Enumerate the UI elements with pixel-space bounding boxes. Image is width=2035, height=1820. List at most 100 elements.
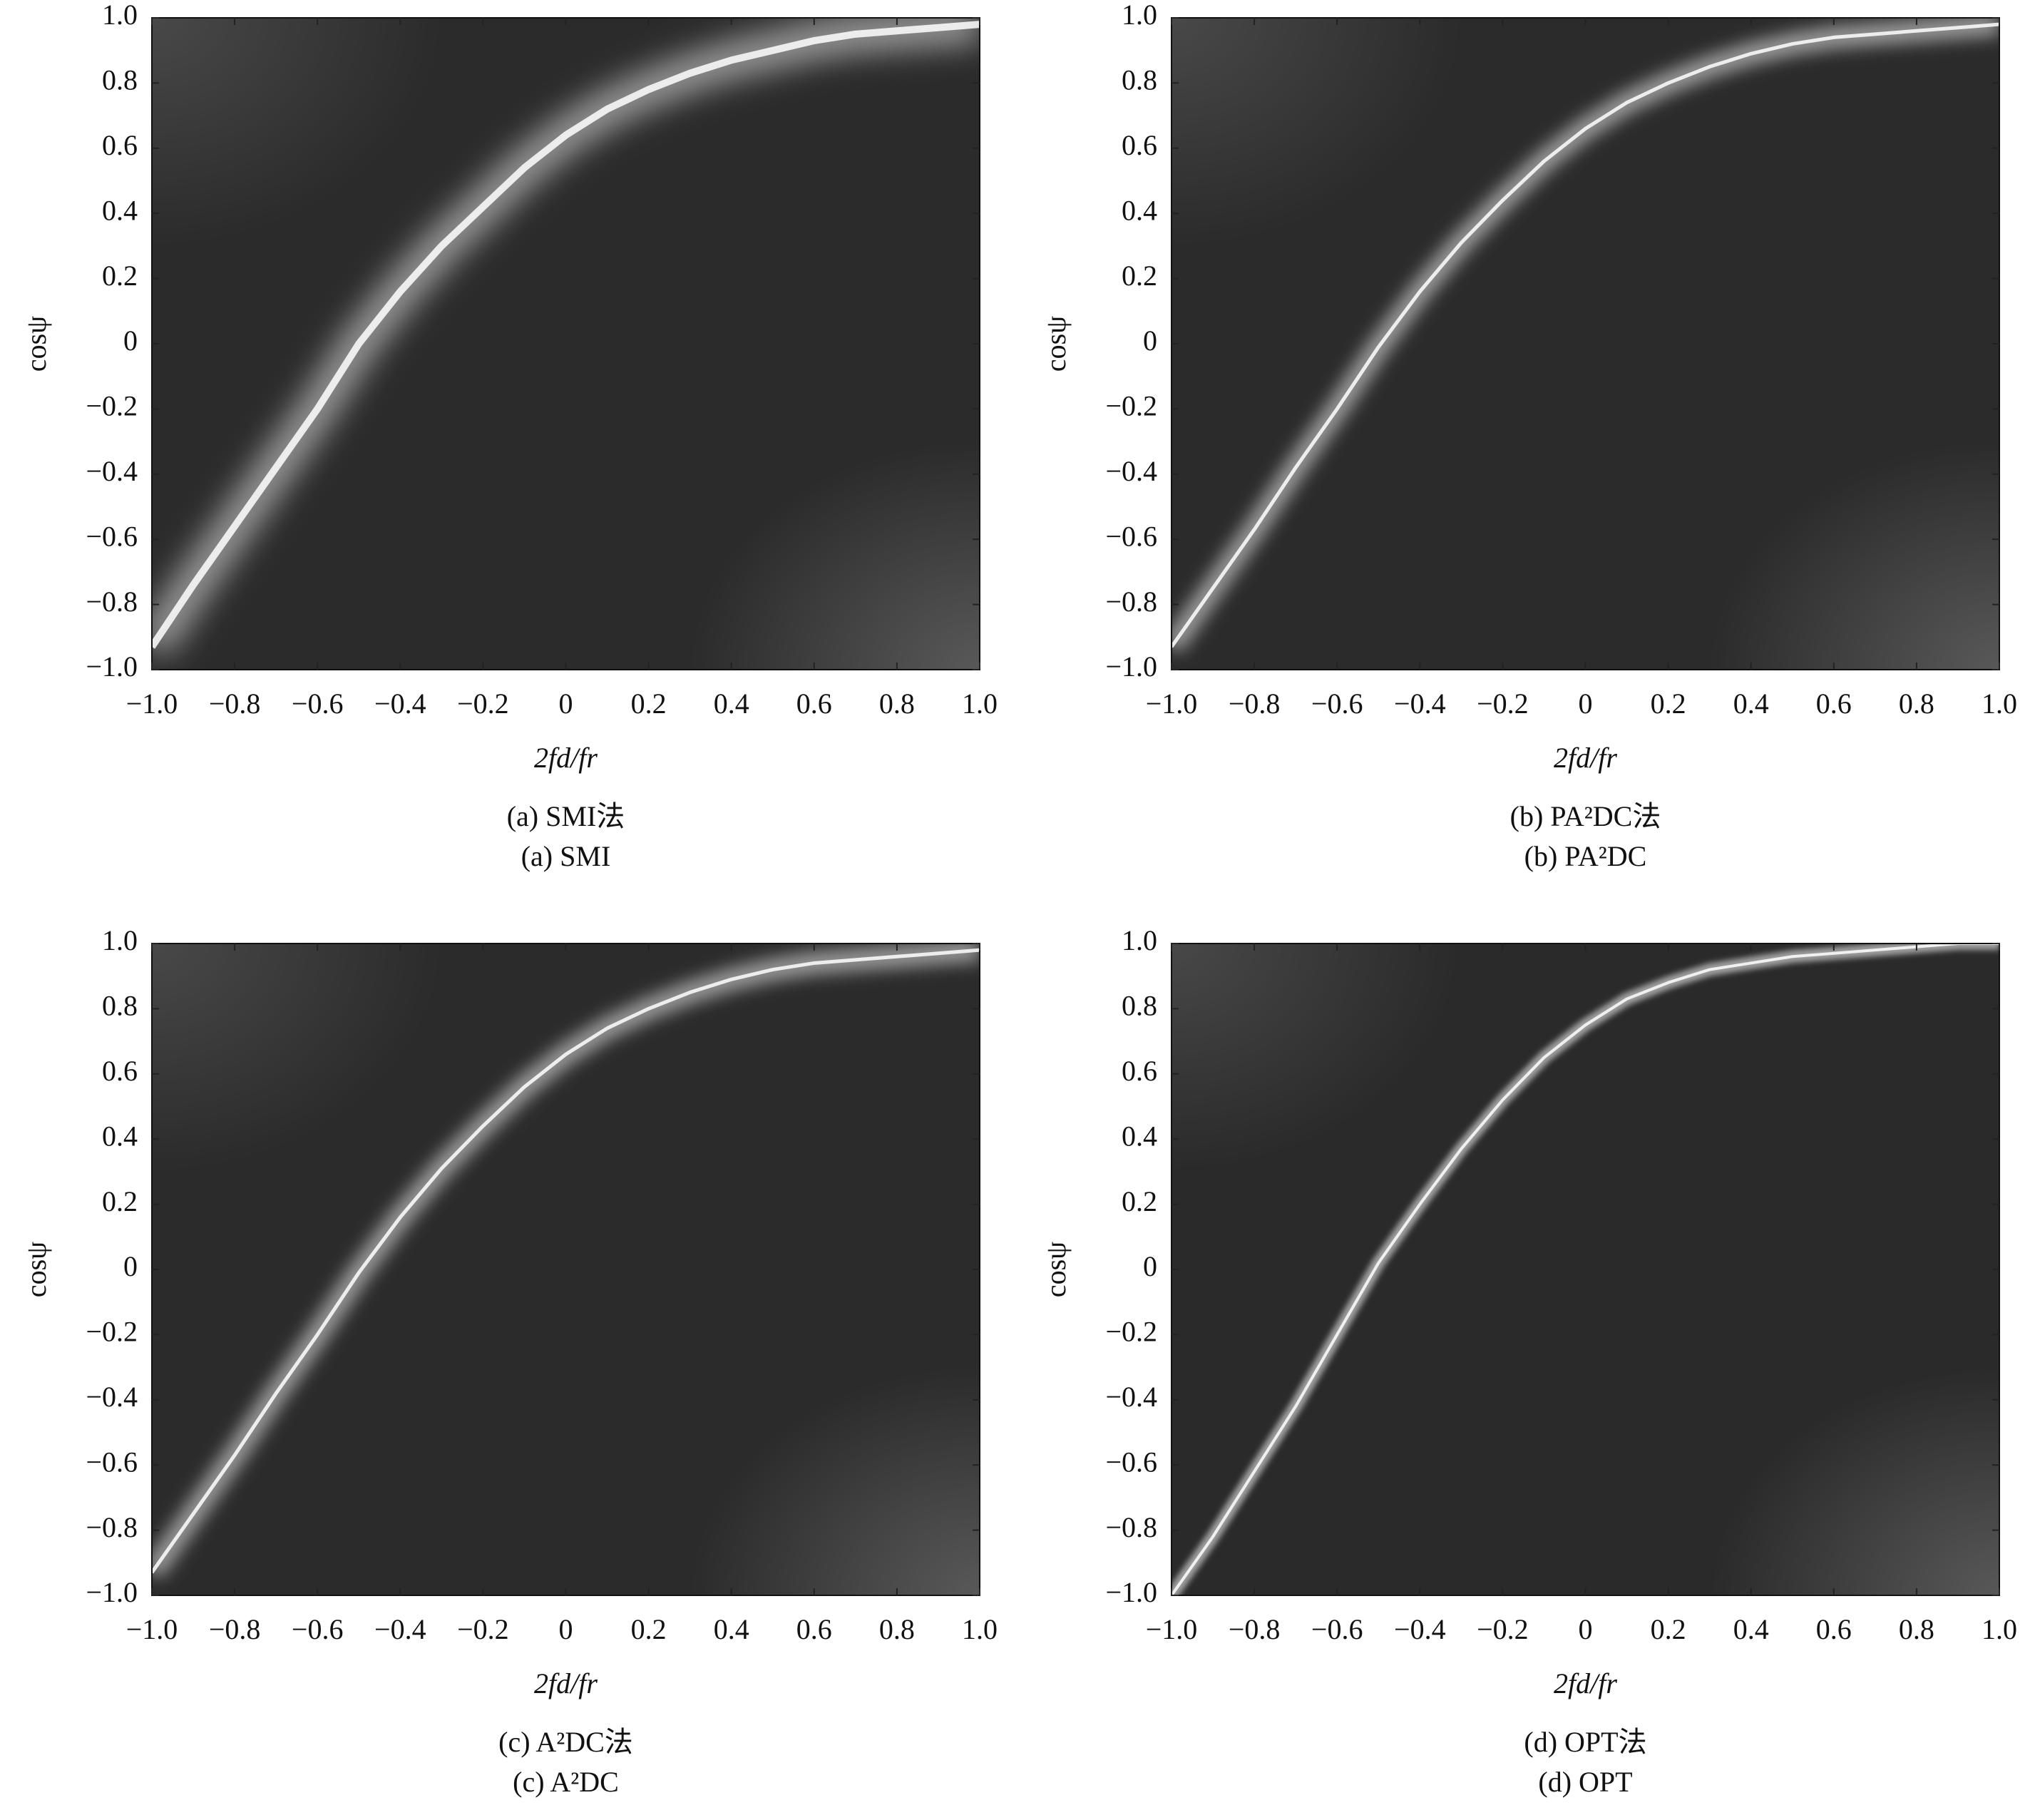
y-tick-label: 0.4 bbox=[1122, 194, 1157, 226]
x-tick-label: −1.0 bbox=[1146, 1613, 1198, 1645]
ridge-line bbox=[1172, 944, 1999, 1595]
y-tick-label: −1.0 bbox=[86, 650, 138, 682]
y-tick-label: −0.6 bbox=[86, 1446, 138, 1478]
x-tick-label: 0.6 bbox=[1816, 687, 1852, 720]
x-tick-label: 1.0 bbox=[962, 687, 998, 720]
y-tick-label: 0.2 bbox=[1122, 260, 1157, 292]
y-tick-label: 0.4 bbox=[1122, 1120, 1157, 1152]
y-tick-label: −1.0 bbox=[1105, 650, 1157, 682]
x-axis-label: 2fd/fr bbox=[534, 742, 598, 774]
y-tick-label: −0.8 bbox=[1105, 1511, 1157, 1543]
y-tick-label: 1.0 bbox=[102, 924, 138, 956]
y-tick-label: −0.4 bbox=[1105, 455, 1157, 487]
y-tick-label: 0.8 bbox=[102, 990, 138, 1022]
y-tick-label: −0.8 bbox=[1105, 586, 1157, 618]
x-tick-label: 0.2 bbox=[1651, 1613, 1686, 1645]
caption-english: (a) SMI bbox=[521, 840, 611, 872]
x-tick-label: 0 bbox=[559, 1613, 573, 1645]
x-tick-label: 0.2 bbox=[631, 687, 667, 720]
y-tick-label: −0.2 bbox=[1105, 1316, 1157, 1348]
y-tick-label: 0.4 bbox=[102, 1120, 138, 1152]
ridge-line bbox=[1172, 22, 1999, 648]
y-tick-label: 0.8 bbox=[1122, 990, 1157, 1022]
y-tick-label: −0.6 bbox=[1105, 1446, 1157, 1478]
x-tick-label: −1.0 bbox=[126, 687, 178, 720]
x-tick-label: 0.4 bbox=[1733, 687, 1769, 720]
caption: (c) A²DC法 bbox=[498, 1726, 633, 1758]
x-tick-label: 0.6 bbox=[796, 687, 832, 720]
y-tick-label: −0.4 bbox=[86, 1381, 138, 1413]
ridge-line bbox=[152, 21, 980, 649]
y-tick-label: 0.4 bbox=[102, 194, 138, 226]
heatmap-area bbox=[1172, 18, 1999, 670]
caption-english: (b) PA²DC bbox=[1524, 840, 1647, 872]
x-tick-label: 0 bbox=[559, 687, 573, 720]
corner-shade bbox=[1172, 18, 1999, 670]
x-tick-label: 0.8 bbox=[1899, 687, 1934, 720]
y-tick-label: 0.6 bbox=[1122, 129, 1157, 161]
x-tick-label: −0.2 bbox=[457, 687, 509, 720]
caption: (a) SMI法 bbox=[507, 800, 625, 832]
caption: (b) PA²DC法 bbox=[1510, 800, 1661, 832]
x-tick-label: −0.8 bbox=[209, 687, 261, 720]
caption-english: (c) A²DC bbox=[513, 1766, 619, 1798]
x-tick-label: −0.8 bbox=[1229, 1613, 1281, 1645]
x-tick-label: 0.6 bbox=[796, 1613, 832, 1645]
x-tick-label: 0 bbox=[1579, 1613, 1593, 1645]
heatmap-area bbox=[152, 18, 980, 670]
caption-english: (d) OPT bbox=[1538, 1766, 1632, 1798]
x-tick-label: 0.4 bbox=[714, 1613, 749, 1645]
y-tick-label: 0 bbox=[1143, 324, 1157, 357]
y-tick-label: 0.2 bbox=[1122, 1185, 1157, 1217]
y-tick-label: 0.6 bbox=[102, 129, 138, 161]
y-tick-label: 1.0 bbox=[102, 0, 138, 31]
y-tick-label: −0.2 bbox=[1105, 390, 1157, 422]
x-tick-label: 0.8 bbox=[879, 687, 915, 720]
x-tick-label: 0.2 bbox=[1651, 687, 1686, 720]
y-axis-label: cosψ bbox=[1040, 316, 1072, 372]
panel: −1.0 −0.8 −0.6 −0.4 −0.2 0 0.2 0.4 0.6 0.8 1.0 −1.0… bbox=[1040, 0, 2017, 872]
y-tick-label: −0.4 bbox=[1105, 1381, 1157, 1413]
y-tick-label: −0.2 bbox=[86, 1316, 138, 1348]
corner-shade bbox=[152, 944, 980, 1595]
x-tick-label: 1.0 bbox=[962, 1613, 998, 1645]
y-tick-label: 0.6 bbox=[1122, 1055, 1157, 1087]
x-tick-label: −1.0 bbox=[1146, 687, 1198, 720]
panel: −1.0 −0.8 −0.6 −0.4 −0.2 0 0.2 0.4 0.6 0.8 1.0 −1.0… bbox=[1040, 924, 2017, 1798]
y-tick-label: −0.8 bbox=[86, 586, 138, 618]
x-tick-label: −0.8 bbox=[1229, 687, 1281, 720]
x-tick-label: 0.8 bbox=[879, 1613, 915, 1645]
x-tick-label: −0.4 bbox=[1394, 1613, 1446, 1645]
panel: −1.0 −0.8 −0.6 −0.4 −0.2 0 0.2 0.4 0.6 0.8 1.0 −1.0… bbox=[20, 0, 998, 872]
y-tick-label: 0.6 bbox=[102, 1055, 138, 1087]
x-tick-label: −0.4 bbox=[374, 1613, 426, 1645]
x-tick-label: −0.6 bbox=[292, 687, 344, 720]
ridge-line bbox=[152, 948, 980, 1574]
x-tick-label: −0.2 bbox=[1477, 687, 1529, 720]
x-tick-label: 0 bbox=[1579, 687, 1593, 720]
x-tick-label: −0.4 bbox=[374, 687, 426, 720]
y-tick-label: 0 bbox=[123, 324, 138, 357]
y-tick-label: 0 bbox=[123, 1250, 138, 1282]
caption: (d) OPT法 bbox=[1524, 1726, 1646, 1758]
x-tick-label: 0.4 bbox=[1733, 1613, 1769, 1645]
y-tick-label: −0.4 bbox=[86, 455, 138, 487]
x-tick-label: 1.0 bbox=[1982, 1613, 2017, 1645]
corner-shade bbox=[1172, 944, 1999, 1595]
x-tick-label: 0.6 bbox=[1816, 1613, 1852, 1645]
x-tick-label: −0.8 bbox=[209, 1613, 261, 1645]
y-tick-label: −0.2 bbox=[86, 390, 138, 422]
x-tick-label: 1.0 bbox=[1982, 687, 2017, 720]
y-tick-label: 1.0 bbox=[1122, 924, 1157, 956]
y-tick-label: 0.8 bbox=[1122, 64, 1157, 96]
x-axis-label: 2fd/fr bbox=[534, 1667, 598, 1699]
y-tick-label: 0 bbox=[1143, 1250, 1157, 1282]
y-tick-label: −1.0 bbox=[1105, 1576, 1157, 1608]
x-tick-label: −0.4 bbox=[1394, 687, 1446, 720]
heatmap-area bbox=[152, 944, 980, 1595]
y-axis-label: cosψ bbox=[20, 316, 52, 372]
y-tick-label: 1.0 bbox=[1122, 0, 1157, 31]
y-tick-label: 0.8 bbox=[102, 64, 138, 96]
